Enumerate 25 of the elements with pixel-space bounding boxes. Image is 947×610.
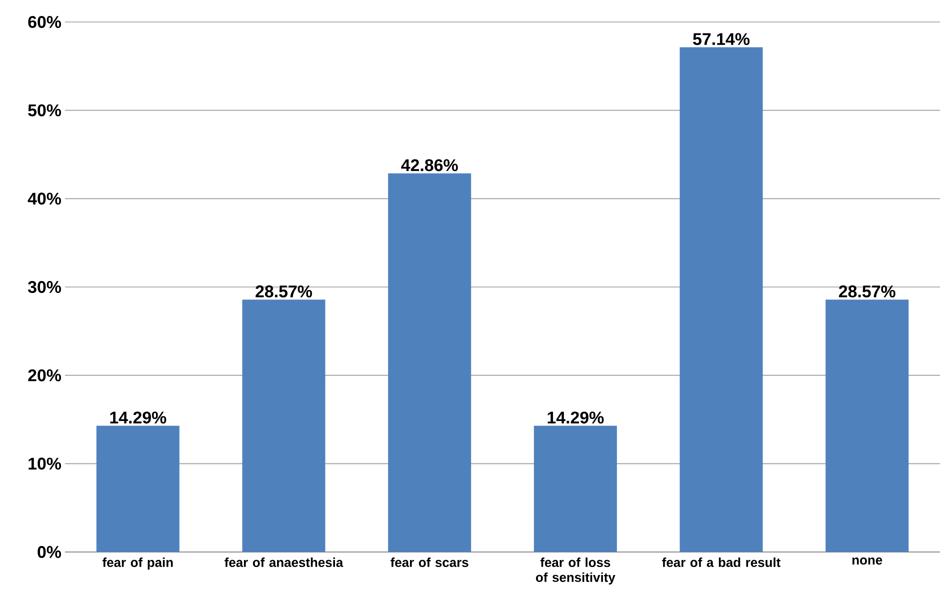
y-tick-label: 40%: [28, 192, 62, 205]
bar: [534, 426, 617, 552]
data-label: 28.57%: [838, 285, 896, 298]
bar: [680, 47, 763, 552]
data-label: 42.86%: [401, 159, 458, 172]
x-tick-label: fear of pain: [102, 558, 173, 570]
y-tick-label: 0%: [38, 546, 62, 558]
bar: [96, 426, 180, 552]
y-tick-label: 60%: [28, 16, 62, 28]
data-label: 28.57%: [256, 285, 312, 298]
x-tick-label: fear of scars: [390, 558, 468, 568]
data-label: 14.29%: [548, 412, 604, 424]
x-tick-label: fear of a bad result: [662, 558, 780, 568]
bar: [388, 173, 472, 552]
y-tick-label: 50%: [28, 104, 62, 116]
bar: [826, 300, 909, 552]
x-tick-label: fear of loss of sensitivity: [536, 558, 616, 585]
data-label: 14.29%: [110, 412, 166, 424]
x-tick-label: fear of anaesthesia: [224, 558, 344, 568]
bar: [242, 300, 326, 552]
data-label: 57.14%: [693, 33, 750, 46]
x-tick-label: none: [852, 558, 882, 565]
y-tick-label: 10%: [28, 458, 62, 470]
y-tick-label: 30%: [28, 280, 62, 293]
y-tick-label: 20%: [28, 369, 62, 382]
